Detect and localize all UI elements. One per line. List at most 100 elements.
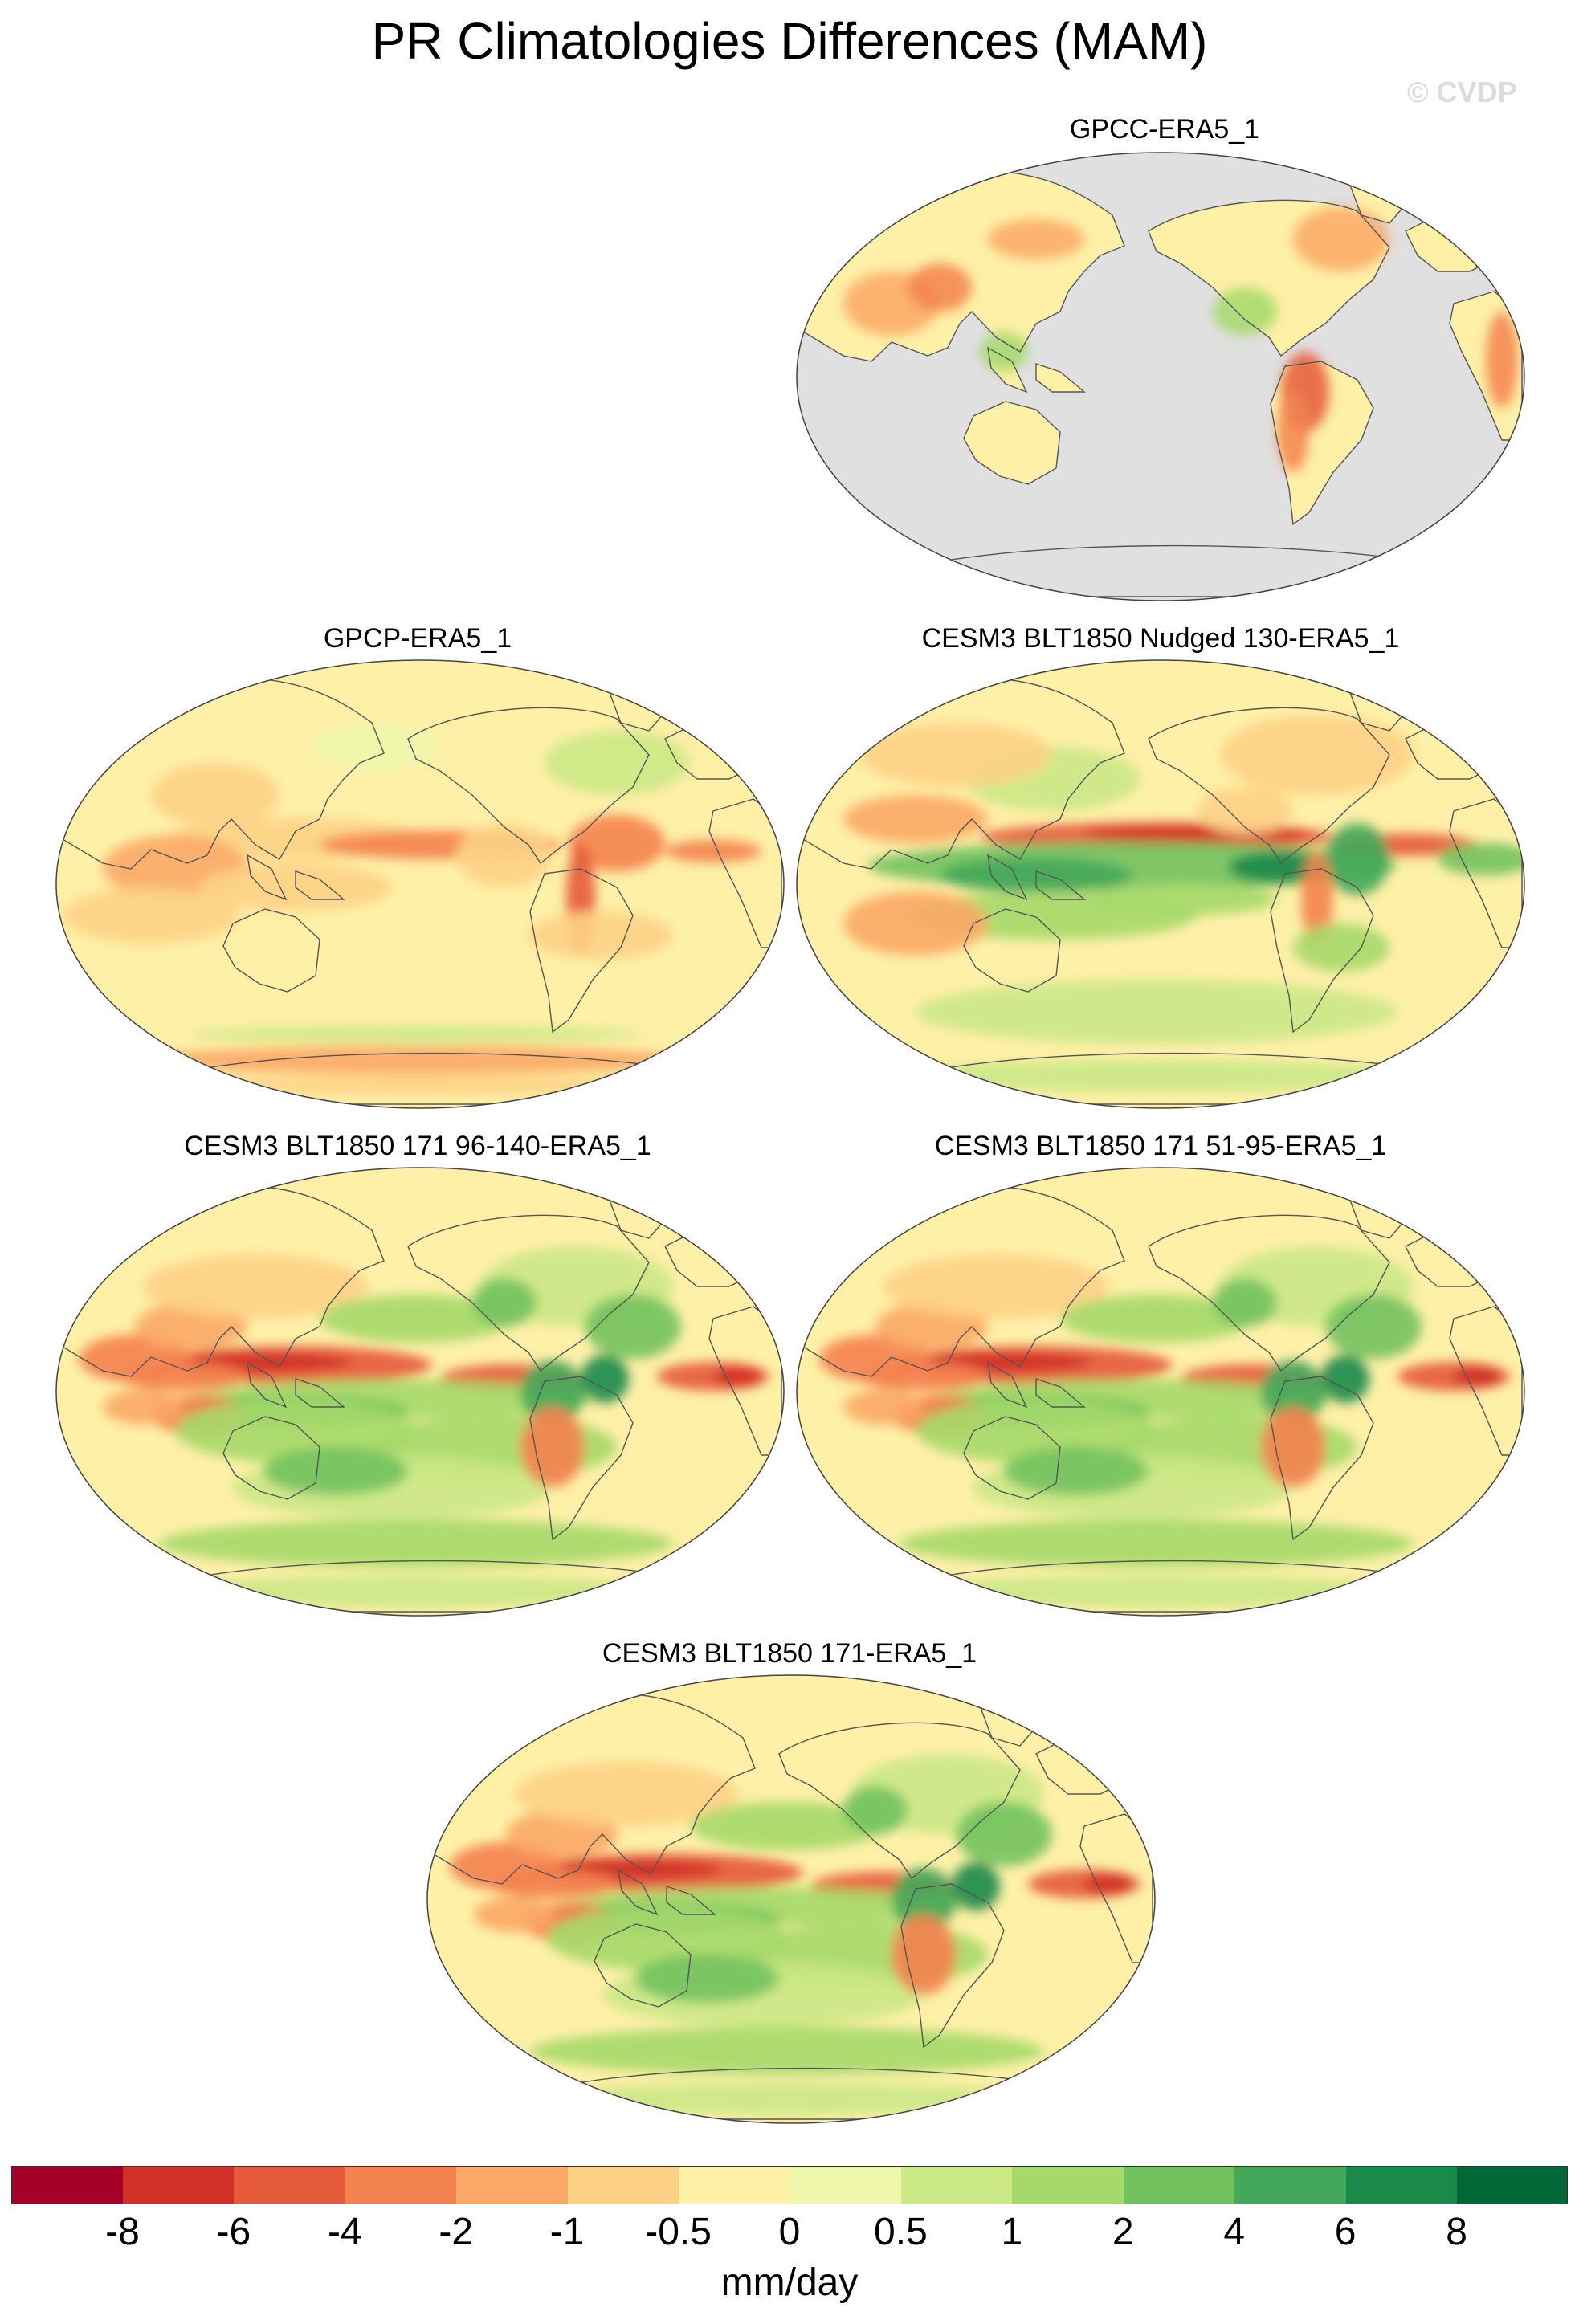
anomaly-patch <box>908 263 972 312</box>
coastline-southam <box>529 868 634 1034</box>
anomaly-patch <box>103 1389 183 1425</box>
anomaly-patch <box>1229 851 1325 883</box>
colorbar-tick-label: -0.5 <box>645 2211 712 2253</box>
map-outline <box>55 659 785 1109</box>
coastline-northam <box>778 1722 1021 1880</box>
anomaly-patch <box>1438 843 1524 875</box>
anomaly-patch <box>900 1519 1414 1568</box>
map-outline <box>796 152 1525 601</box>
colorbar-tick-label: 0 <box>778 2211 801 2253</box>
anomaly-patch <box>175 1399 416 1463</box>
coastline-seasia <box>247 854 345 901</box>
anomaly-patch <box>1084 883 1277 915</box>
cvdp-watermark: © CVDP <box>1407 75 1517 108</box>
anomaly-patch <box>581 1355 629 1403</box>
anomaly-patch <box>546 1906 787 1971</box>
colorbar-segment <box>1234 2166 1346 2204</box>
colorbar-segment <box>900 2166 1013 2204</box>
coastline-australia <box>594 1923 692 2008</box>
colorbar-tick-label: -8 <box>105 2211 140 2253</box>
anomaly-patch <box>916 1399 1157 1463</box>
anomaly-patch <box>63 887 239 944</box>
anomaly-patch <box>843 891 988 956</box>
anomaly-patch <box>522 2083 1052 2115</box>
anomaly-patch <box>1060 1295 1253 1343</box>
anomaly-patch <box>456 823 553 887</box>
coastline-southam <box>1270 361 1374 526</box>
anomaly-patch <box>585 1295 681 1359</box>
coastline-australia <box>963 908 1061 993</box>
anomaly-patch <box>472 1278 537 1327</box>
map-panel-nudged <box>796 659 1525 1109</box>
anomaly-patch <box>263 1447 408 1495</box>
anomaly-patch <box>159 1519 673 1568</box>
anomaly-patch <box>691 1802 883 1850</box>
anomaly-patch <box>892 1060 1422 1092</box>
coastline-australia <box>222 908 320 993</box>
coastline-seasia <box>618 1869 716 1916</box>
anomaly-patch <box>1213 287 1277 336</box>
coastline-northam <box>1148 199 1390 357</box>
anomaly-patch <box>1325 823 1389 895</box>
anomaly-patch <box>843 1389 924 1425</box>
anomaly-patch <box>980 332 1028 372</box>
anomaly-patch <box>956 1802 1052 1866</box>
colorbar-segment <box>1456 2166 1569 2204</box>
anomaly-patch <box>312 723 440 771</box>
anomaly-patch <box>665 840 761 862</box>
anomaly-patch <box>1321 1355 1369 1403</box>
coastline-seasia <box>247 1361 345 1409</box>
colorbar-tick-label: -4 <box>327 2211 362 2253</box>
colorbar-tick-label: 1 <box>1001 2211 1023 2253</box>
coastline-northam <box>1148 707 1390 865</box>
colorbar-segment <box>11 2166 123 2204</box>
colorbar-segment <box>1123 2166 1235 2204</box>
colorbar-tick-label: -1 <box>549 2211 585 2253</box>
colorbar-tick-label: 8 <box>1446 2211 1467 2253</box>
land-region-australia <box>964 402 1060 484</box>
anomaly-patch <box>151 763 279 827</box>
anomaly-patch <box>520 1360 585 1425</box>
colorbar-segment <box>1345 2166 1458 2204</box>
anomaly-patch <box>1454 1367 1502 1386</box>
anomaly-patch <box>1213 1278 1277 1327</box>
anomaly-patch <box>175 1076 657 1095</box>
map-outline <box>796 1167 1525 1617</box>
colorbar-tick-label: -6 <box>216 2211 251 2253</box>
panel-title-96-140: CESM3 BLT1850 171 96-140-ERA5_1 <box>184 1131 651 1161</box>
anomaly-patch <box>1301 851 1333 948</box>
anomaly-patch <box>530 2027 1044 2075</box>
map-outline <box>796 659 1525 1109</box>
anomaly-patch <box>859 723 1052 787</box>
map-panel-51-95 <box>796 1167 1525 1617</box>
coastline-southam <box>900 1883 1005 2049</box>
map-outline <box>55 1167 785 1617</box>
anomaly-patch <box>843 795 988 843</box>
coastline-northam <box>407 707 650 865</box>
panel-title-gpcp: GPCP-ERA5_1 <box>323 623 512 654</box>
colorbar-segment <box>455 2166 568 2204</box>
anomaly-patch <box>713 1367 761 1386</box>
anomaly-patch <box>474 1897 554 1932</box>
panel-title-171: CESM3 BLT1850 171-ERA5_1 <box>602 1638 977 1669</box>
map-outline <box>426 1674 1156 2124</box>
anomaly-patch <box>1197 787 1293 835</box>
coastline-australia <box>963 401 1061 485</box>
coastline-australia <box>222 1416 320 1500</box>
colorbar <box>11 2166 1569 2204</box>
anomaly-patch <box>952 1862 1000 1910</box>
anomaly-patch <box>988 219 1084 259</box>
anomaly-patch <box>1293 207 1389 271</box>
colorbar-segment <box>1011 2166 1124 2204</box>
panel-title-nudged: CESM3 BLT1850 Nudged 130-ERA5_1 <box>921 623 1400 654</box>
anomaly-patch <box>1277 392 1309 472</box>
colorbar-segment <box>790 2166 901 2204</box>
colorbar-tick-label: 4 <box>1223 2211 1246 2253</box>
coastline-australia <box>963 1416 1061 1500</box>
colorbar-tick-label: 2 <box>1112 2211 1134 2253</box>
anomaly-patch <box>151 1576 681 1608</box>
colorbar-border <box>11 2166 1568 2204</box>
anomaly-patch <box>916 980 1397 1044</box>
anomaly-patch <box>514 1762 739 1826</box>
anomaly-patch <box>634 1955 779 2003</box>
